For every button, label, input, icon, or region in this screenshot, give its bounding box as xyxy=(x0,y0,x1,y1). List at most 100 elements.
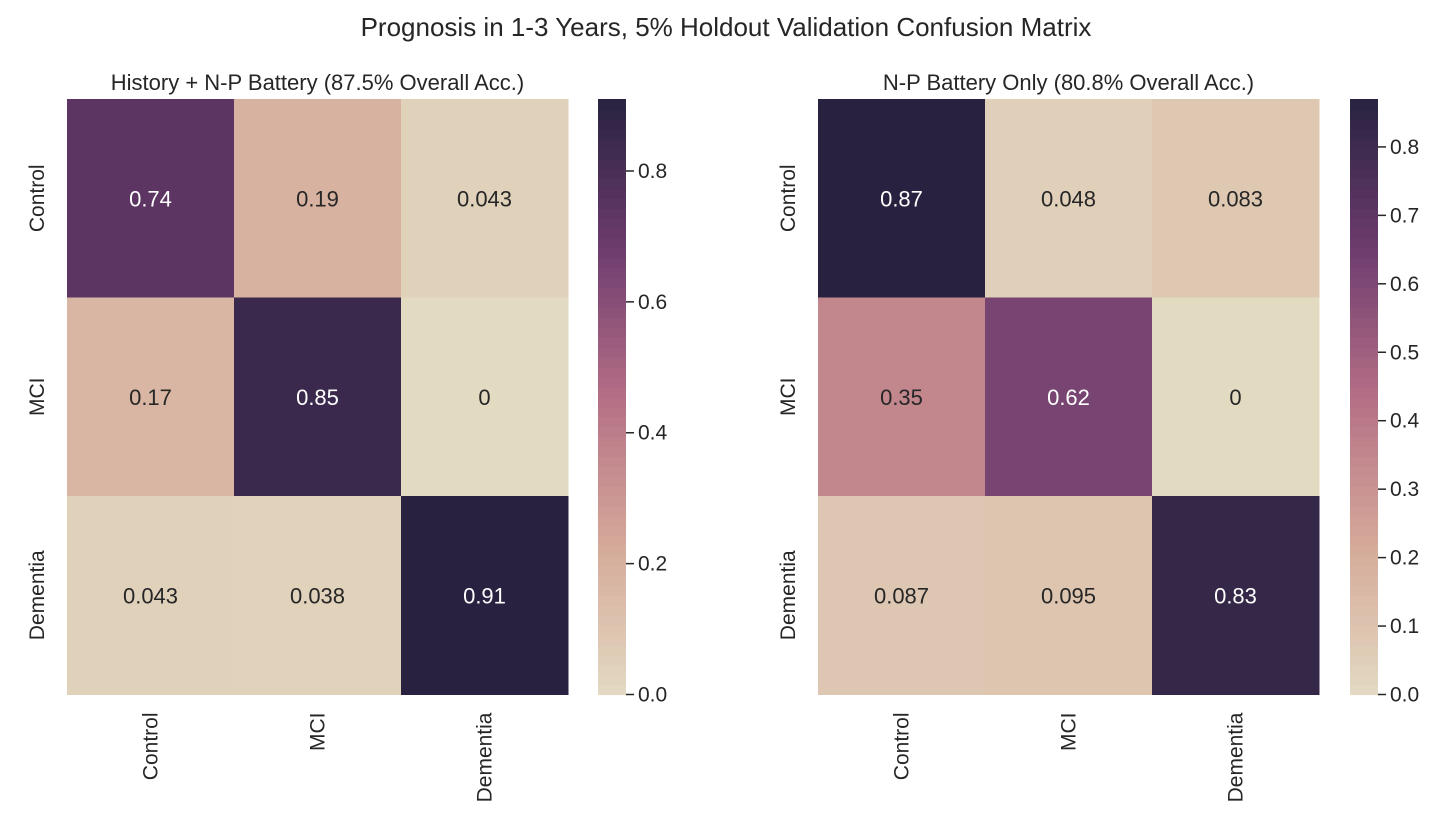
panel2-colorbar-segment xyxy=(1350,178,1378,189)
panel2-title: N-P Battery Only (80.8% Overall Acc.) xyxy=(883,70,1254,95)
panel2-colorbar-segment xyxy=(1350,644,1378,656)
panel1-colorbar-segment xyxy=(598,257,626,269)
panel1-cell-value-r1-c0: 0.17 xyxy=(129,385,172,410)
panel2-colorbar-segment xyxy=(1350,456,1378,467)
panel2-colorbar-segment xyxy=(1350,138,1378,150)
panel2-colorbar-segment xyxy=(1350,287,1378,299)
panel2-colorbar-segment xyxy=(1350,128,1378,140)
panel1-colorbar-segment xyxy=(598,535,626,547)
panel2-cell-r2-c0 xyxy=(818,496,986,695)
panel2-colorbar-segment xyxy=(1350,108,1378,120)
panel1-colorbar-segment xyxy=(598,466,626,477)
panel2-colorbar-segment xyxy=(1350,436,1378,447)
panel1-colorbar-segment xyxy=(598,327,626,338)
panel2-colorbar-segment xyxy=(1350,257,1378,269)
panel1-colorbar-segment xyxy=(598,664,626,676)
panel1-colorbar-segment xyxy=(598,615,626,626)
panel2-colorbar-segment xyxy=(1350,208,1378,219)
panel2-colorbar-segment xyxy=(1350,466,1378,477)
panel2-colorbar-segment xyxy=(1350,545,1378,557)
panel1-colorbar-segment xyxy=(598,396,626,408)
panel1-row-label: Control xyxy=(26,164,49,232)
panel1-cell-r1-c1 xyxy=(234,297,402,497)
panel1-colorbar-segment xyxy=(598,366,626,378)
panel2-colorbar-segment xyxy=(1350,585,1378,596)
panel1-colorbar-segment xyxy=(598,555,626,567)
panel2-colorbar-segment xyxy=(1350,247,1378,259)
panel1-colorbar-segment xyxy=(598,188,626,199)
panel2-colorbar-tick-label: 0.5 xyxy=(1390,341,1419,364)
panel2-colorbar-segment xyxy=(1350,426,1378,438)
panel2-colorbar-segment xyxy=(1350,198,1378,209)
panel2-colorbar-segment xyxy=(1350,654,1378,666)
panel1-colorbar-segment xyxy=(598,525,626,537)
panel1-cell-r1-c2 xyxy=(401,297,569,497)
panel1-colorbar-segment xyxy=(598,158,626,170)
panel2-colorbar-segment xyxy=(1350,267,1378,279)
panel2-colorbar-segment xyxy=(1350,297,1378,309)
panel2-colorbar-segment xyxy=(1350,406,1378,418)
panel2-colorbar-segment xyxy=(1350,188,1378,199)
panel2-colorbar-segment xyxy=(1350,386,1378,398)
panel1-colorbar-segment xyxy=(598,684,626,696)
panel1-col-label: MCI xyxy=(307,713,330,752)
panel2-cell-value-r0-c1: 0.048 xyxy=(1041,186,1096,211)
panel1-row-label: MCI xyxy=(26,378,49,417)
panel2-colorbar-segment xyxy=(1350,684,1378,696)
panel1-colorbar-segment xyxy=(598,218,626,229)
panel1-colorbar-segment xyxy=(598,108,626,120)
panel2-colorbar-segment xyxy=(1350,317,1378,328)
panel1-colorbar-segment xyxy=(598,198,626,209)
panel2-cell-r0-c0 xyxy=(818,99,986,298)
panel2-colorbar-segment xyxy=(1350,376,1378,388)
panel2-cell-value-r0-c0: 0.87 xyxy=(880,186,923,211)
panel1-title: History + N-P Battery (87.5% Overall Acc… xyxy=(111,70,524,95)
panel1-colorbar-tick-label: 0.6 xyxy=(638,291,667,314)
panel1-colorbar-tick-label: 0.0 xyxy=(638,684,667,707)
panel1-colorbar-segment xyxy=(598,505,626,517)
panel2-row-label: MCI xyxy=(777,378,800,417)
panel2-cell-value-r1-c1: 0.62 xyxy=(1047,385,1090,410)
panel2-colorbar-segment xyxy=(1350,277,1378,289)
panel2-colorbar-segment xyxy=(1350,535,1378,547)
panel1-colorbar-segment xyxy=(598,297,626,309)
panel2-colorbar-segment xyxy=(1350,525,1378,537)
panel2-colorbar-segment xyxy=(1350,595,1378,606)
panel2-cell-r0-c2 xyxy=(1152,99,1320,298)
panel1-colorbar-segment xyxy=(598,337,626,348)
panel1-colorbar-segment xyxy=(598,476,626,487)
panel2-col-label: Dementia xyxy=(1225,712,1248,802)
panel2-colorbar-segment xyxy=(1350,674,1378,686)
panel2-colorbar-segment xyxy=(1350,99,1378,110)
panel1-cell-r0-c1 xyxy=(234,99,402,298)
panel1-colorbar-segment xyxy=(598,486,626,497)
panel1-cell-r2-c0 xyxy=(67,496,235,695)
panel2-row-label: Control xyxy=(777,164,800,232)
panel1-colorbar-segment xyxy=(598,625,626,636)
panel1-colorbar-segment xyxy=(598,228,626,239)
panel2-colorbar-segment xyxy=(1350,605,1378,616)
panel1-colorbar-segment xyxy=(598,654,626,666)
panel2-colorbar-tick-label: 0.4 xyxy=(1390,410,1420,433)
panel1-cell-value-r2-c0: 0.043 xyxy=(123,583,178,608)
panel2-colorbar-segment xyxy=(1350,218,1378,229)
panel2-cell-value-r0-c2: 0.083 xyxy=(1208,186,1263,211)
panel1-colorbar-segment xyxy=(598,148,626,160)
panel1-colorbar-segment xyxy=(598,99,626,110)
panel2-colorbar-segment xyxy=(1350,565,1378,576)
panel2-colorbar-segment xyxy=(1350,476,1378,487)
panel2-colorbar-tick-label: 0.7 xyxy=(1390,204,1419,227)
panel1-colorbar-segment xyxy=(598,357,626,368)
panel2-colorbar-segment xyxy=(1350,158,1378,170)
panel1-colorbar-segment xyxy=(598,644,626,656)
panel1-colorbar-segment xyxy=(598,674,626,686)
panel2-colorbar-tick-label: 0.6 xyxy=(1390,273,1419,296)
panel2-colorbar-tick-label: 0.0 xyxy=(1390,684,1419,707)
panel1-cell-value-r0-c1: 0.19 xyxy=(296,186,339,211)
panel2-col-label: Control xyxy=(891,713,914,781)
panel2-cell-r1-c1 xyxy=(985,297,1153,497)
panel1-colorbar-segment xyxy=(598,575,626,586)
panel1-colorbar-segment xyxy=(598,585,626,596)
panel1-colorbar-segment xyxy=(598,496,626,507)
panel1-colorbar-segment xyxy=(598,287,626,299)
